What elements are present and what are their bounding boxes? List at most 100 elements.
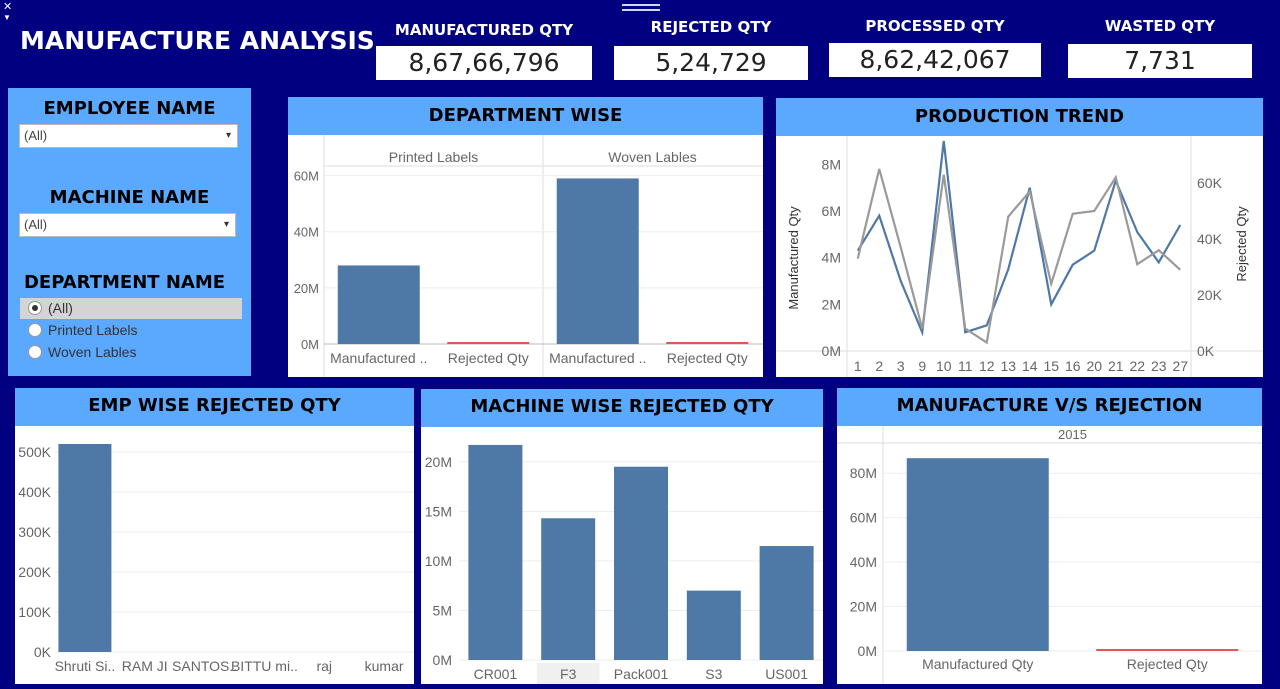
x-tick-label: Rejected Qty: [448, 350, 529, 366]
x-tick-label: US001: [765, 666, 808, 682]
x-tick-label: F3: [560, 666, 577, 682]
employee-dropdown[interactable]: (All) ▾: [19, 124, 238, 148]
bar: [337, 265, 420, 344]
y-axis-title: Manufactured Qty: [786, 206, 801, 310]
bar: [1096, 649, 1239, 651]
department-option-woven[interactable]: Woven Lables: [20, 342, 242, 363]
machine-dropdown[interactable]: (All) ▾: [19, 213, 236, 237]
trend-chart: 8M 6M 4M 2M 0M 60K 40K 20K 0K Manufactured Qty Rej…: [776, 136, 1263, 377]
y-tick-label: 20M: [425, 454, 452, 470]
department-option-all[interactable]: (All): [20, 298, 242, 319]
x-tick-label: raj: [316, 658, 332, 674]
bar: [468, 444, 523, 660]
y-tick-label: 0K: [34, 644, 52, 660]
y-tick-label: 80M: [850, 465, 877, 481]
y-tick-label: 20M: [850, 599, 877, 615]
y2-axis-title: Rejected Qty: [1234, 206, 1249, 282]
department-option-label: Woven Lables: [48, 344, 137, 360]
x-tick-label: SANTOS..: [172, 658, 237, 674]
bar: [666, 342, 749, 344]
y-tick-label: 400K: [18, 484, 51, 500]
mvr-panel-title: MANUFACTURE V/S REJECTION: [837, 388, 1262, 426]
bar: [906, 458, 1049, 651]
x-tick-label: Shruti Si..: [55, 658, 116, 674]
x-tick-label: kumar: [365, 658, 404, 674]
bar: [686, 590, 741, 660]
department-option-printed[interactable]: Printed Labels: [20, 320, 242, 341]
y-tick-label: 60M: [294, 169, 319, 184]
y-tick-label: 60M: [850, 510, 877, 526]
radio-icon: [28, 323, 42, 337]
x-tick-label: 10: [936, 358, 952, 374]
chevron-down-icon: ▾: [225, 130, 231, 141]
y-tick-label: 15M: [425, 503, 452, 519]
kpi-wasted-value: 7,731: [1068, 44, 1252, 78]
y-tick-label: 300K: [18, 524, 51, 540]
dept-chart-panel: 60M 40M 20M 0M Printed Labels Manufactured ..…: [288, 135, 763, 377]
x-tick-label: S3: [705, 666, 722, 682]
x-tick-label: 20: [1086, 358, 1102, 374]
x-tick-label: 16: [1065, 358, 1081, 374]
x-tick-label: Manufactured Qty: [922, 656, 1033, 672]
x-tick-label: 14: [1022, 358, 1038, 374]
x-tick-label: Rejected Qty: [1127, 656, 1208, 672]
machine-chart: 20M 15M 10M 5M 0M CR001 F3 Pack001 S3 US001: [425, 444, 823, 685]
x-tick-highlight: [536, 663, 600, 685]
y-tick-label: 20M: [294, 281, 319, 296]
y-tick-label: 0M: [433, 652, 452, 668]
radio-icon: [28, 345, 42, 359]
facet-label: 2015: [1058, 427, 1087, 442]
machine-filter-title: MACHINE NAME: [49, 187, 210, 208]
y-tick-label: 40M: [850, 554, 877, 570]
x-tick-label: 13: [1000, 358, 1016, 374]
x-tick-label: 1: [854, 358, 862, 374]
bar: [759, 546, 814, 660]
y-tick-label: 0M: [858, 643, 877, 659]
x-tick-label: 23: [1151, 358, 1167, 374]
bar: [614, 466, 668, 660]
x-tick-label: CR001: [474, 666, 518, 682]
employee-dropdown-value: (All): [24, 128, 48, 143]
kpi-manufactured-value: 8,67,66,796: [376, 46, 592, 80]
y-tick-label: 8M: [822, 156, 841, 172]
chevron-down-icon: ▾: [223, 219, 229, 230]
x-tick-label: 27: [1172, 358, 1188, 374]
filter-panel: EMPLOYEE NAME (All) ▾ MACHINE NAME (All)…: [8, 88, 251, 376]
x-tick-label: 9: [918, 358, 926, 374]
x-tick-label: Manufactured ..: [330, 350, 427, 366]
trend-panel-title: PRODUCTION TREND: [776, 98, 1263, 136]
machine-chart-panel: 20M 15M 10M 5M 0M CR001 F3 Pack001 S3 US001: [421, 427, 823, 685]
employee-filter-title: EMPLOYEE NAME: [43, 98, 216, 119]
y-tick-label: 200K: [18, 564, 51, 580]
y-tick-label: 4M: [822, 250, 841, 266]
y2-tick-label: 0K: [1197, 343, 1215, 359]
dept-panel-title: DEPARTMENT WISE: [288, 97, 763, 135]
kpi-manufactured-label: MANUFACTURED QTY: [394, 21, 574, 39]
y2-tick-label: 60K: [1197, 175, 1223, 191]
facet-label: Woven Lables: [608, 149, 696, 165]
y-tick-label: 2M: [822, 296, 841, 312]
y-tick-label: 500K: [18, 444, 51, 460]
drag-handle[interactable]: [622, 4, 660, 11]
trend-chart-panel: 8M 6M 4M 2M 0M 60K 40K 20K 0K Manufactured Qty Rej…: [776, 136, 1263, 377]
dropdown-icon[interactable]: ▼: [3, 13, 11, 22]
close-icon[interactable]: ✕: [3, 1, 13, 13]
series-line: [856, 140, 1182, 337]
department-filter-title: DEPARTMENT NAME: [23, 272, 226, 293]
facet-label: Printed Labels: [389, 149, 479, 165]
kpi-processed-value: 8,62,42,067: [829, 43, 1041, 77]
department-option-label: (All): [48, 300, 73, 316]
bar: [556, 178, 639, 344]
machine-dropdown-value: (All): [24, 217, 48, 232]
y-tick-label: 100K: [18, 604, 51, 620]
y-tick-label: 6M: [822, 203, 841, 219]
x-tick-label: 21: [1108, 358, 1124, 374]
y-tick-label: 0M: [822, 343, 841, 359]
emp-chart-panel: 500K 400K 300K 200K 100K 0K Shruti Si.. RAM JI S…: [15, 426, 414, 684]
x-tick-label: 15: [1043, 358, 1059, 374]
bar: [447, 342, 530, 344]
y2-tick-label: 20K: [1197, 287, 1223, 303]
kpi-processed-label: PROCESSED QTY: [865, 17, 1005, 35]
emp-panel-title: EMP WISE REJECTED QTY: [15, 388, 414, 426]
